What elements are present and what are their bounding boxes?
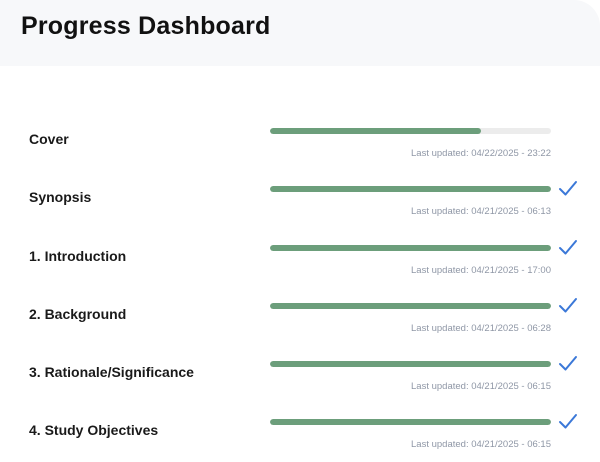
section-row-synopsis[interactable]: Synopsis Last updated: 04/21/2025 - 06:1… [0,170,600,228]
check-icon [559,181,577,196]
last-updated-text: Last updated: 04/21/2025 - 06:15 [411,439,551,451]
section-label: 1. Introduction [29,247,127,264]
last-updated-text: Last updated: 04/22/2025 - 23:22 [411,148,551,159]
progress-bar [270,186,551,193]
check-icon [559,356,577,371]
last-updated-text: Last updated: 04/21/2025 - 06:13 [411,206,551,218]
progress-fill [270,361,551,368]
progress-fill [270,186,551,193]
section-label: 2. Background [29,305,127,322]
progress-bar [270,419,551,426]
progress-bar [270,128,551,134]
progress-fill [270,419,551,426]
section-label: Synopsis [29,189,92,206]
progress-fill [270,302,551,309]
progress-bar [270,302,551,309]
section-row-background[interactable]: 2. Background Last updated: 04/21/2025 -… [0,287,600,345]
section-row-rationale[interactable]: 3. Rationale/Significance Last updated: … [0,345,600,403]
section-label: 4. Study Objectives [29,422,159,439]
section-row-introduction[interactable]: 1. Introduction Last updated: 04/21/2025… [0,229,600,287]
dashboard-header: Progress Dashboard [0,0,600,66]
section-list: Cover Last updated: 04/22/2025 - 23:22 S… [0,112,600,462]
last-updated-text: Last updated: 04/21/2025 - 17:00 [411,264,551,276]
section-row-study-objectives[interactable]: 4. Study Objectives Last updated: 04/21/… [0,403,600,461]
progress-fill [270,244,551,251]
progress-bar [270,244,551,251]
check-icon [559,297,577,313]
section-row-cover[interactable]: Cover Last updated: 04/22/2025 - 23:22 [0,112,600,170]
section-label: 3. Rationale/Significance [29,364,194,381]
progress-bar [270,361,551,368]
last-updated-text: Last updated: 04/21/2025 - 06:15 [411,381,551,393]
section-label: Cover [29,131,69,147]
last-updated-text: Last updated: 04/21/2025 - 06:28 [411,322,551,334]
check-icon [559,239,577,255]
check-icon [559,414,577,429]
progress-fill [270,128,481,134]
page-title: Progress Dashboard [21,12,271,40]
